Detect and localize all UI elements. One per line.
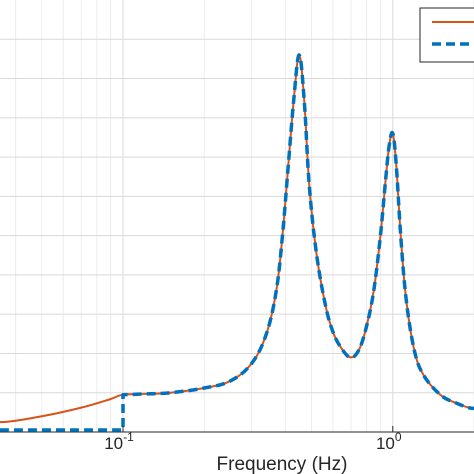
legend — [419, 7, 474, 63]
series-line-1 — [0, 53, 474, 424]
series-line-2 — [0, 53, 474, 432]
x-tick-label-1: 100 — [376, 430, 402, 453]
x-axis-label: Frequency (Hz) — [217, 454, 348, 474]
x-tick-labels: 10-1 100 — [104, 426, 402, 453]
grid — [0, 0, 474, 432]
series-layer — [0, 53, 474, 432]
x-tick-label-0: 10-1 — [104, 430, 134, 453]
legend-box — [419, 7, 474, 63]
